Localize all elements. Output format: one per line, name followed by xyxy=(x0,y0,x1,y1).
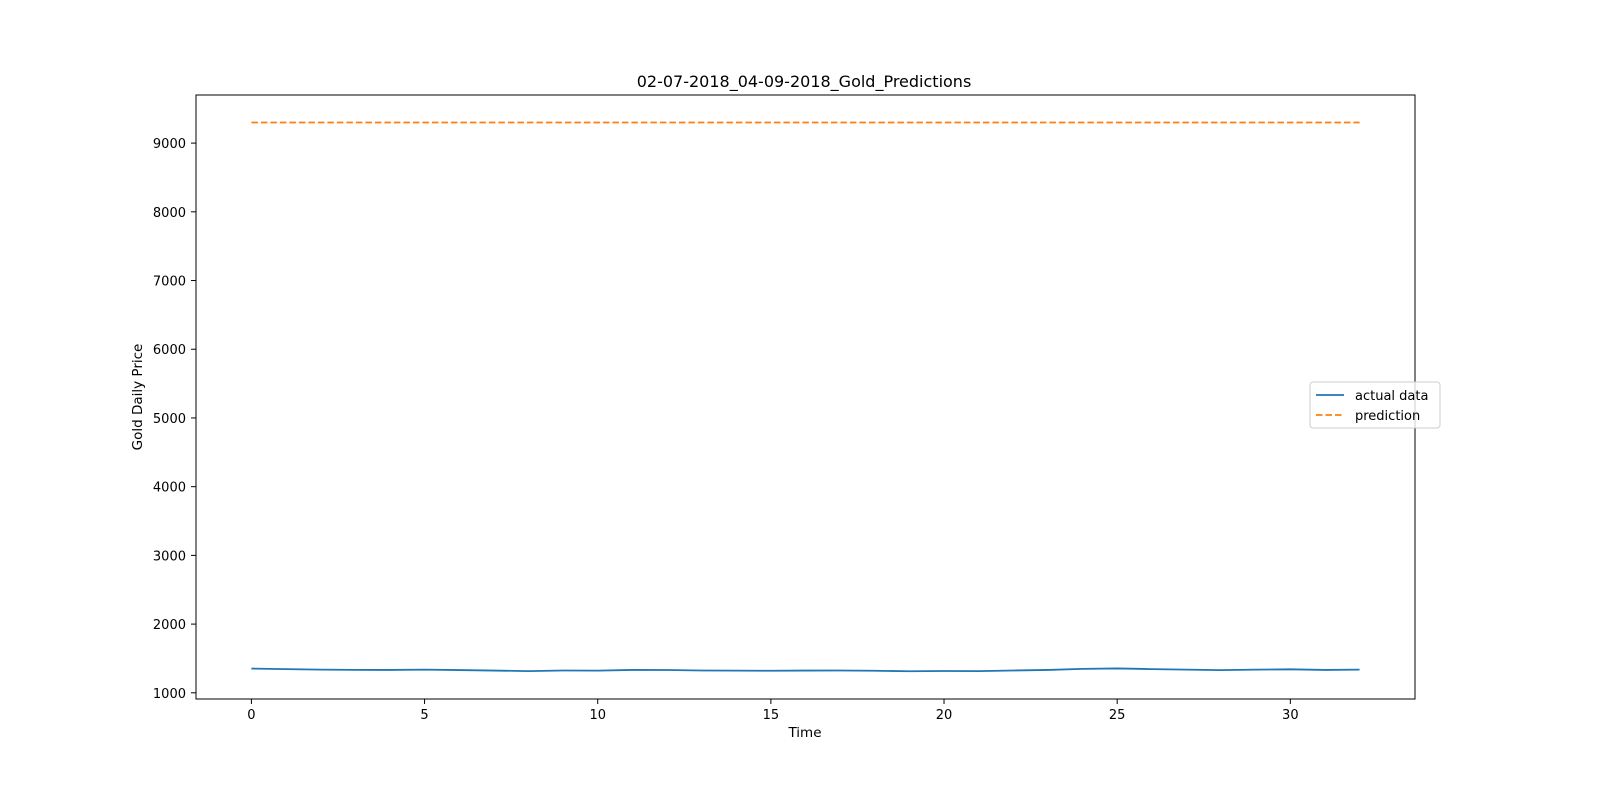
y-tick-label: 7000 xyxy=(153,275,186,290)
x-tick-label: 15 xyxy=(763,708,780,723)
y-axis-label: Gold Daily Price xyxy=(130,344,146,451)
x-axis-label: Time xyxy=(787,725,821,741)
y-tick-label: 6000 xyxy=(153,343,186,358)
y-tick-label: 8000 xyxy=(153,206,186,221)
legend: actual data prediction xyxy=(1309,381,1441,429)
y-tick-label: 5000 xyxy=(153,412,186,427)
x-tick-label: 25 xyxy=(1109,708,1126,723)
x-tick-label: 30 xyxy=(1282,708,1299,723)
x-tick-label: 10 xyxy=(589,708,606,723)
x-axis: 0 5 10 15 20 25 30 xyxy=(247,699,1299,723)
chart-title: 02-07-2018_04-09-2018_Gold_Predictions xyxy=(637,72,972,92)
x-tick-label: 20 xyxy=(936,708,953,723)
legend-box xyxy=(1309,381,1441,429)
plot-area xyxy=(251,121,1360,673)
y-tick-label: 4000 xyxy=(153,481,186,496)
y-tick-label: 3000 xyxy=(153,549,186,564)
series-line-actual-data xyxy=(251,667,1360,673)
x-tick-label: 5 xyxy=(420,708,428,723)
y-tick-label: 2000 xyxy=(153,618,186,633)
x-tick-label: 0 xyxy=(247,708,255,723)
legend-label: prediction xyxy=(1355,409,1420,424)
y-tick-label: 9000 xyxy=(153,137,186,152)
y-axis: 1000 2000 3000 4000 5000 6000 7000 8000 9000 xyxy=(153,137,196,702)
y-tick-label: 1000 xyxy=(153,687,186,702)
legend-label: actual data xyxy=(1355,389,1428,404)
